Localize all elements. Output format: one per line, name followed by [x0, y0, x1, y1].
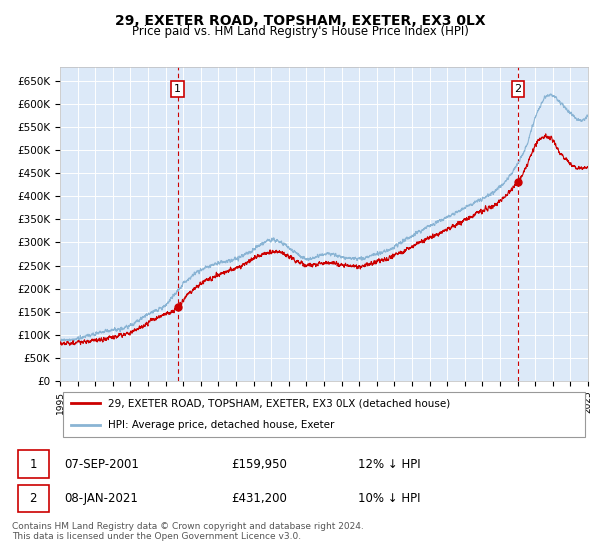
Text: £431,200: £431,200: [231, 492, 287, 505]
FancyBboxPatch shape: [62, 392, 586, 437]
FancyBboxPatch shape: [18, 450, 49, 478]
Text: Contains HM Land Registry data © Crown copyright and database right 2024.
This d: Contains HM Land Registry data © Crown c…: [12, 522, 364, 542]
Text: 29, EXETER ROAD, TOPSHAM, EXETER, EX3 0LX: 29, EXETER ROAD, TOPSHAM, EXETER, EX3 0L…: [115, 14, 485, 28]
Text: 1: 1: [174, 84, 181, 94]
Text: 10% ↓ HPI: 10% ↓ HPI: [358, 492, 420, 505]
Text: 1: 1: [29, 458, 37, 470]
Text: Price paid vs. HM Land Registry's House Price Index (HPI): Price paid vs. HM Land Registry's House …: [131, 25, 469, 38]
Text: 12% ↓ HPI: 12% ↓ HPI: [358, 458, 420, 470]
Text: 07-SEP-2001: 07-SEP-2001: [64, 458, 139, 470]
Text: 2: 2: [515, 84, 521, 94]
Text: 29, EXETER ROAD, TOPSHAM, EXETER, EX3 0LX (detached house): 29, EXETER ROAD, TOPSHAM, EXETER, EX3 0L…: [107, 398, 450, 408]
FancyBboxPatch shape: [18, 484, 49, 512]
Text: 2: 2: [29, 492, 37, 505]
Text: £159,950: £159,950: [231, 458, 287, 470]
Text: 08-JAN-2021: 08-JAN-2021: [64, 492, 138, 505]
Text: HPI: Average price, detached house, Exeter: HPI: Average price, detached house, Exet…: [107, 421, 334, 431]
